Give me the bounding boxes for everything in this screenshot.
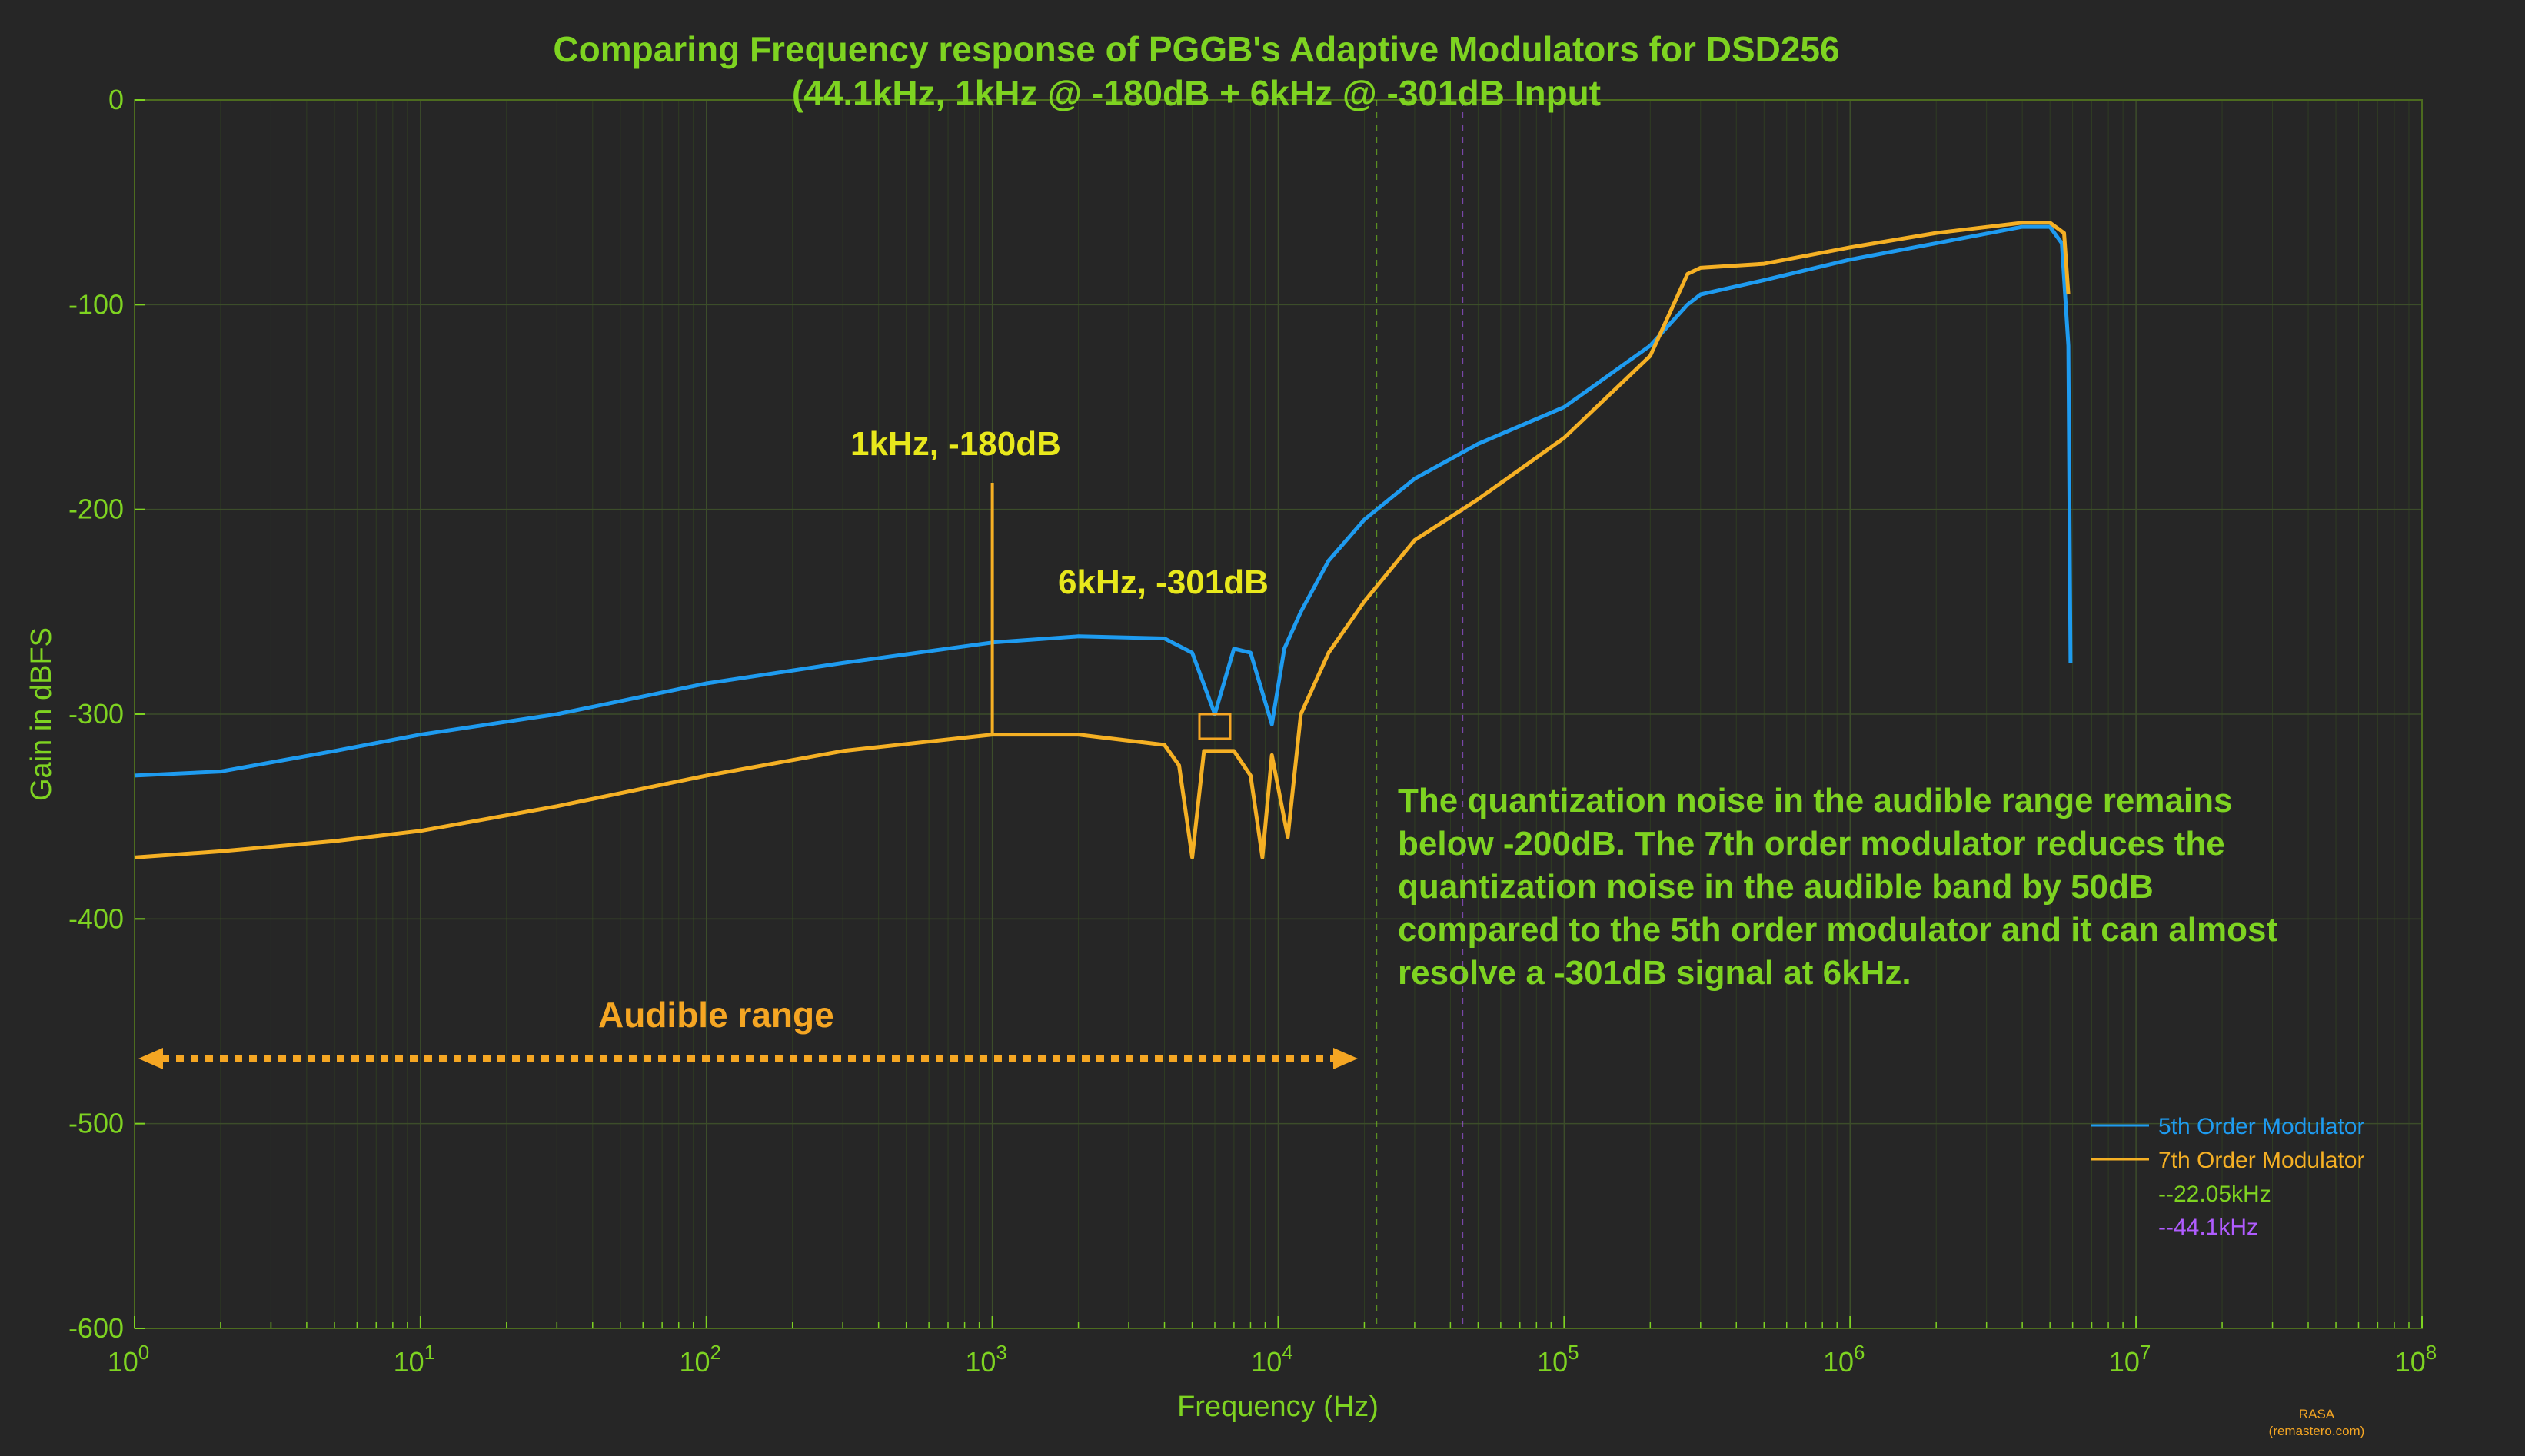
- y-tick-label: -500: [68, 1108, 124, 1139]
- legend-label-44k: --44.1kHz: [2158, 1215, 2258, 1240]
- credit-name: RASA: [2299, 1407, 2335, 1421]
- y-axis-label: Gain in dBFS: [25, 627, 58, 801]
- x-tick-label: 101: [394, 1341, 436, 1378]
- annotation-6khz: 6kHz, -301dB: [1058, 563, 1269, 601]
- chart-subtitle: (44.1kHz, 1kHz @ -180dB + 6kHz @ -301dB …: [792, 73, 1601, 113]
- x-tick-label: 102: [679, 1341, 721, 1378]
- x-tick-label: 106: [1823, 1341, 1865, 1378]
- note-line: compared to the 5th order modulator and …: [1398, 911, 2277, 949]
- chart-title: Comparing Frequency response of PGGB's A…: [553, 29, 1839, 69]
- annotation-1khz: 1kHz, -180dB: [850, 425, 1061, 463]
- credit-site: (remastero.com): [2269, 1424, 2365, 1438]
- annotation-note: The quantization noise in the audible ra…: [1398, 782, 2277, 992]
- grid: [134, 99, 2423, 1329]
- x-tick-label: 105: [1537, 1341, 1579, 1378]
- y-tick-label: 0: [108, 84, 124, 115]
- legend: 5th Order Modulator 7th Order Modulator …: [2091, 1114, 2364, 1240]
- x-tick-label: 104: [1251, 1341, 1293, 1378]
- x-tick-label: 108: [2395, 1341, 2437, 1378]
- x-tick-label: 107: [2109, 1341, 2151, 1378]
- y-tick-label: -100: [68, 288, 124, 320]
- x-tick-label: 100: [108, 1341, 150, 1378]
- note-line: resolve a -301dB signal at 6kHz.: [1398, 954, 1911, 992]
- reference-lines: [1376, 100, 1464, 1328]
- signal-marker-6khz: [1198, 713, 1232, 740]
- series-5th-order: [134, 224, 2073, 778]
- y-tick-label: -600: [68, 1312, 124, 1344]
- x-tick-label: 103: [965, 1341, 1007, 1378]
- note-line: The quantization noise in the audible ra…: [1398, 782, 2233, 819]
- note-line: below -200dB. The 7th order modulator re…: [1398, 825, 2225, 863]
- legend-label-22k: --22.05kHz: [2158, 1182, 2271, 1207]
- series-layer: [134, 221, 2073, 859]
- y-tick-label: -200: [68, 494, 124, 525]
- x-axis-label: Frequency (Hz): [1177, 1391, 1379, 1423]
- note-line: quantization noise in the audible band b…: [1398, 868, 2154, 906]
- y-tick-label: -300: [68, 698, 124, 730]
- legend-label-7th: 7th Order Modulator: [2158, 1148, 2364, 1173]
- series-7th-order: [134, 221, 2071, 859]
- y-tick-label: -400: [68, 903, 124, 934]
- audible-range-arrow: [138, 1048, 1358, 1069]
- audible-range-label: Audible range: [598, 995, 834, 1035]
- legend-label-5th: 5th Order Modulator: [2158, 1114, 2364, 1139]
